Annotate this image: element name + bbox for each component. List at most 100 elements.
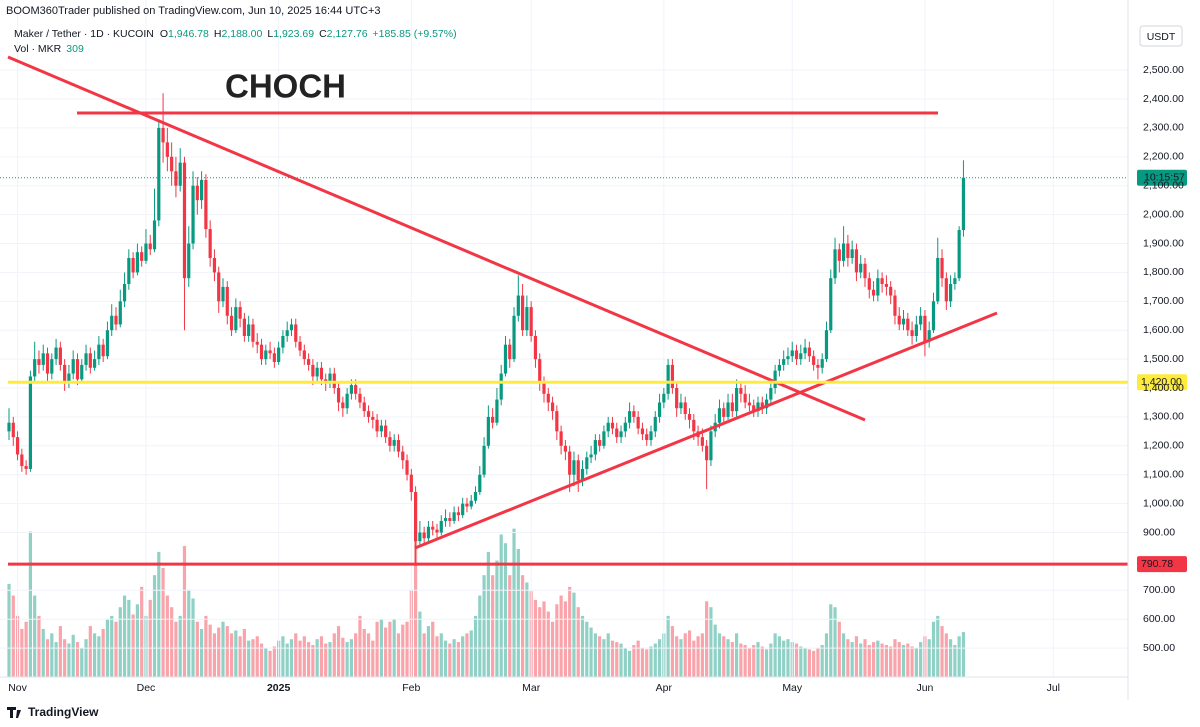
- volume-bar: [384, 627, 388, 677]
- candle-body: [379, 425, 383, 432]
- volume-bar: [28, 531, 32, 677]
- candle-body: [936, 257, 940, 302]
- volume-bar: [598, 636, 602, 677]
- volume-bar: [816, 647, 820, 677]
- candle-body: [328, 373, 332, 383]
- volume-bar: [799, 646, 803, 677]
- candle-body: [131, 257, 135, 273]
- candle-body: [178, 162, 182, 186]
- candle-body: [657, 402, 662, 417]
- candle-body: [33, 359, 37, 377]
- candle-body: [953, 278, 957, 284]
- volume-bar: [469, 630, 473, 677]
- candle-body: [371, 416, 375, 420]
- volume-bar: [940, 626, 944, 677]
- y-tick-label: 1,400.00: [1143, 382, 1184, 394]
- candle-body: [375, 419, 379, 432]
- candle-body: [670, 364, 674, 389]
- y-tick-label: 500.00: [1143, 642, 1175, 654]
- annotation: CHOCH: [225, 68, 346, 105]
- candle-body: [615, 428, 619, 438]
- candle-body: [97, 344, 101, 360]
- volume-bar: [328, 642, 332, 677]
- volume-bar: [546, 611, 550, 677]
- volume-bar: [645, 649, 649, 677]
- volume-bar: [773, 633, 777, 677]
- volume-bar: [842, 633, 846, 677]
- candle-body: [195, 185, 199, 201]
- volume-bar: [371, 640, 375, 677]
- candle-body: [546, 393, 550, 403]
- candle-body: [122, 283, 127, 302]
- volume-bar: [486, 551, 490, 677]
- volume-bar: [623, 647, 627, 677]
- volume-bar: [354, 633, 358, 677]
- candle-body: [949, 283, 953, 302]
- currency-box[interactable]: [1139, 25, 1183, 47]
- candle-body: [927, 330, 931, 342]
- candle-body: [182, 162, 187, 279]
- candle-body: [242, 318, 246, 336]
- candle-body: [901, 318, 906, 325]
- candle-body: [456, 512, 460, 516]
- candle-body: [735, 388, 739, 412]
- candle-body: [268, 350, 272, 354]
- volume-bar: [362, 629, 366, 677]
- level-label-box: [1137, 374, 1187, 391]
- volume-bar: [542, 601, 546, 677]
- currency[interactable]: USDT: [1147, 31, 1176, 43]
- candle-body: [354, 385, 358, 394]
- candle-body: [148, 243, 152, 250]
- candle-body: [191, 185, 195, 244]
- candle-body: [961, 177, 966, 231]
- volume-bar: [341, 637, 345, 677]
- candle-body: [533, 335, 538, 360]
- volume-bar: [837, 621, 841, 677]
- logo: [7, 707, 21, 718]
- volume-bar: [568, 586, 572, 677]
- candle-body: [854, 249, 859, 273]
- volume-bar: [854, 636, 859, 677]
- candle-body: [426, 526, 431, 539]
- candle-body: [580, 468, 585, 481]
- volume-bar: [572, 592, 576, 677]
- volume-bar: [285, 643, 289, 677]
- volume-bar: [589, 627, 593, 677]
- volume-bar: [730, 642, 734, 677]
- candle-body: [302, 350, 306, 360]
- candle-body: [225, 286, 229, 316]
- ohlc-letter: H: [214, 28, 222, 40]
- volume-bar: [602, 639, 606, 677]
- volume-bar: [606, 633, 610, 677]
- brand: TradingView: [28, 705, 99, 719]
- volume-bar: [850, 642, 854, 677]
- candle-body: [623, 422, 627, 432]
- candle-body: [563, 445, 567, 452]
- volume-bar: [97, 636, 101, 677]
- volume-bar: [482, 575, 486, 677]
- volume-bar: [332, 633, 336, 677]
- candle-body: [662, 393, 666, 403]
- candle-body: [824, 330, 829, 360]
- candle-body: [452, 512, 456, 521]
- volume-bar: [294, 633, 298, 677]
- volume-bar: [366, 633, 371, 677]
- volume-bar: [649, 646, 653, 677]
- candle-body: [829, 278, 833, 331]
- volume-bar: [229, 633, 234, 677]
- volume-bar: [936, 615, 940, 677]
- volume-bar: [499, 534, 503, 677]
- candle-body: [666, 364, 670, 394]
- volume-bar: [281, 636, 285, 677]
- candle-body: [247, 324, 251, 336]
- volume-bar: [324, 643, 328, 677]
- y-tick-label: 1,700.00: [1143, 295, 1184, 307]
- volume-bar: [632, 645, 636, 677]
- volume-bar: [170, 607, 174, 677]
- y-tick-label: 1,300.00: [1143, 411, 1184, 423]
- volume-bar: [473, 615, 478, 677]
- candle-body: [957, 230, 961, 279]
- candle-body: [366, 411, 371, 417]
